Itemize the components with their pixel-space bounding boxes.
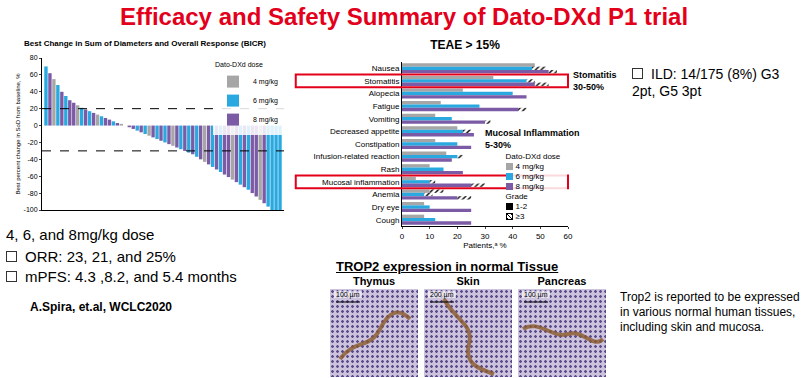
html-text:Trop2 is reported to be expres: Trop2 is reported to be expressed in var… <box>620 290 800 334</box>
svg-text:Best Change in Sum of Diameter: Best Change in Sum of Diameters and Over… <box>24 39 266 48</box>
svg-text:TEAE > 15%: TEAE > 15% <box>430 38 500 52</box>
html-text:Grade: Grade <box>505 192 528 202</box>
svg-text:Dato-DXd dose: Dato-DXd dose <box>215 61 263 68</box>
html-text:≥3: ≥3 <box>515 212 525 222</box>
html-text:ILD: 14/175 (8%) G3 2pt, G5 3p: ILD: 14/175 (8%) G3 2pt, G5 3pt <box>632 66 780 99</box>
html-text:ORR: 23, 21, and 25%: ORR: 23, 21, and 25% <box>25 248 176 265</box>
html-text:4 mg/kg: 4 mg/kg <box>515 162 544 172</box>
html-text:TROP2 expression in normal Tis: TROP2 expression in normal Tissue <box>336 259 559 274</box>
html-text:200 µm: 200 µm <box>430 291 454 298</box>
svg-text:Fatigue: Fatigue <box>373 102 400 111</box>
svg-text:-20: -20 <box>27 139 37 146</box>
svg-text:Alopecia: Alopecia <box>369 89 400 98</box>
html-text:8 mg/kg: 8 mg/kg <box>515 182 544 192</box>
html-text:100 µm: 100 µm <box>336 291 360 298</box>
svg-text:4 mg/kg: 4 mg/kg <box>253 78 278 86</box>
svg-text:40: 40 <box>30 88 38 95</box>
svg-text:30: 30 <box>481 232 490 241</box>
svg-text:Anemia: Anemia <box>372 190 400 199</box>
svg-text:Vomiting: Vomiting <box>369 115 400 124</box>
svg-text:-40: -40 <box>27 156 37 163</box>
svg-text:50: 50 <box>536 232 545 241</box>
svg-text:8 mg/kg: 8 mg/kg <box>253 116 278 124</box>
svg-text:Decreased appetite: Decreased appetite <box>330 127 400 136</box>
html-text:4, 6, and 8mg/kg dose: 4, 6, and 8mg/kg dose <box>6 226 155 243</box>
html-text:mPFS: 4.3 ,8.2, and 5.4 months: mPFS: 4.3 ,8.2, and 5.4 months <box>25 268 237 285</box>
svg-text:Dry eye: Dry eye <box>372 203 400 212</box>
html-text:1-2: 1-2 <box>515 202 528 212</box>
svg-text:Best percent change in SoD fro: Best percent change in SoD from baseline… <box>15 73 21 195</box>
svg-text:-100: -100 <box>24 206 38 213</box>
html-text:A.Spira, et.al, WCLC2020: A.Spira, et.al, WCLC2020 <box>30 300 172 314</box>
svg-text:Patients,ᵃ %: Patients,ᵃ % <box>463 241 506 250</box>
html-text:Skin: Skin <box>456 275 480 287</box>
svg-text:Stomatitis30-50%: Stomatitis30-50% <box>573 70 617 92</box>
svg-text:60: 60 <box>30 71 38 78</box>
html-text:Pancreas: Pancreas <box>537 275 587 287</box>
html-text:6 mg/kg: 6 mg/kg <box>515 172 544 182</box>
html-text:Dato-DXd dose: Dato-DXd dose <box>505 152 561 162</box>
html-text:100 µm: 100 µm <box>524 291 548 298</box>
html-text:Efficacy and Safety Summary of: Efficacy and Safety Summary of Dato-DXd … <box>119 3 689 30</box>
svg-text:80: 80 <box>30 54 38 61</box>
svg-text:Nausea: Nausea <box>372 64 400 73</box>
svg-text:Infusion-related reaction: Infusion-related reaction <box>314 152 400 161</box>
svg-text:0: 0 <box>34 122 38 129</box>
svg-text:20: 20 <box>30 105 38 112</box>
svg-text:Constipation: Constipation <box>355 140 399 149</box>
svg-text:-60: -60 <box>27 173 37 180</box>
svg-text:60: 60 <box>564 232 573 241</box>
svg-text:20: 20 <box>453 232 462 241</box>
svg-text:0: 0 <box>400 232 405 241</box>
html-text:Thymus: Thymus <box>352 275 396 287</box>
svg-text:Mucosal inflammation: Mucosal inflammation <box>322 178 399 187</box>
svg-text:6 mg/kg: 6 mg/kg <box>253 97 278 105</box>
svg-text:-80: -80 <box>27 190 37 197</box>
svg-text:Rash: Rash <box>381 165 400 174</box>
svg-text:Cough: Cough <box>376 215 400 224</box>
svg-text:Mucosal Inflammation5-30%: Mucosal Inflammation5-30% <box>485 128 580 150</box>
svg-text:10: 10 <box>425 232 434 241</box>
svg-text:40: 40 <box>508 232 517 241</box>
svg-text:Stomatitis: Stomatitis <box>364 77 399 86</box>
